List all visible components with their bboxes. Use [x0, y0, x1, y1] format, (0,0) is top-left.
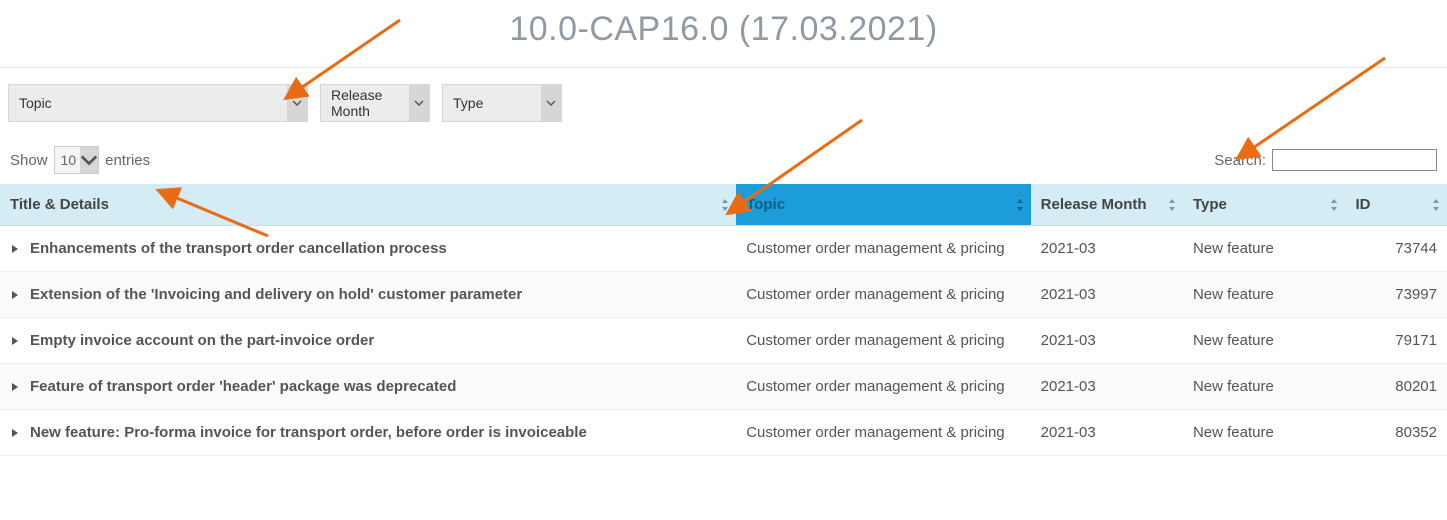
row-title: New feature: Pro-forma invoice for trans…	[30, 424, 587, 441]
row-id: 73997	[1345, 272, 1447, 318]
filter-topic-dropdown[interactable]: Topic	[8, 84, 308, 122]
expand-icon[interactable]	[10, 336, 20, 346]
chevron-down-icon	[287, 85, 307, 121]
row-type: New feature	[1183, 364, 1345, 410]
row-topic: Customer order management & pricing	[736, 226, 1030, 272]
col-header-title[interactable]: Title & Details	[0, 184, 736, 226]
filter-release-month-label: Release Month	[331, 87, 405, 119]
length-control: Show 10 entries	[10, 146, 150, 174]
entries-select[interactable]: 10	[54, 146, 100, 174]
row-title: Empty invoice account on the part-invoic…	[30, 332, 374, 349]
row-type: New feature	[1183, 226, 1345, 272]
row-month: 2021-03	[1031, 272, 1183, 318]
search-box: Search:	[1214, 149, 1437, 171]
row-month: 2021-03	[1031, 364, 1183, 410]
row-id: 79171	[1345, 318, 1447, 364]
filter-release-month-dropdown[interactable]: Release Month	[320, 84, 430, 122]
row-title: Enhancements of the transport order canc…	[30, 240, 447, 257]
sort-icon	[1167, 198, 1177, 212]
col-header-type-label: Type	[1193, 196, 1227, 213]
row-type: New feature	[1183, 318, 1345, 364]
length-prefix: Show	[10, 152, 48, 169]
row-type: New feature	[1183, 410, 1345, 456]
table-row[interactable]: Enhancements of the transport order canc…	[0, 226, 1447, 272]
chevron-down-icon	[541, 85, 561, 121]
chevron-down-icon	[409, 85, 429, 121]
expand-icon[interactable]	[10, 428, 20, 438]
col-header-topic[interactable]: Topic	[736, 184, 1030, 226]
row-month: 2021-03	[1031, 226, 1183, 272]
table-row[interactable]: Empty invoice account on the part-invoic…	[0, 318, 1447, 364]
expand-icon[interactable]	[10, 290, 20, 300]
col-header-release-month[interactable]: Release Month	[1031, 184, 1183, 226]
chevron-down-icon	[80, 147, 98, 173]
search-input[interactable]	[1272, 149, 1437, 171]
col-header-id[interactable]: ID	[1345, 184, 1447, 226]
sort-icon	[1329, 198, 1339, 212]
sort-icon	[720, 198, 730, 212]
row-title: Feature of transport order 'header' pack…	[30, 378, 456, 395]
filter-type-label: Type	[453, 95, 483, 111]
filter-bar: Topic Release Month Type	[0, 78, 1447, 128]
table-row[interactable]: Feature of transport order 'header' pack…	[0, 364, 1447, 410]
row-id: 73744	[1345, 226, 1447, 272]
row-month: 2021-03	[1031, 410, 1183, 456]
row-topic: Customer order management & pricing	[736, 318, 1030, 364]
row-id: 80352	[1345, 410, 1447, 456]
row-topic: Customer order management & pricing	[736, 272, 1030, 318]
row-id: 80201	[1345, 364, 1447, 410]
filter-type-dropdown[interactable]: Type	[442, 84, 562, 122]
row-title: Extension of the 'Invoicing and delivery…	[30, 286, 522, 303]
sort-icon	[1431, 198, 1441, 212]
search-label: Search:	[1214, 152, 1266, 169]
col-header-title-label: Title & Details	[10, 196, 109, 213]
expand-icon[interactable]	[10, 382, 20, 392]
table-row[interactable]: New feature: Pro-forma invoice for trans…	[0, 410, 1447, 456]
sort-icon	[1015, 198, 1025, 212]
expand-icon[interactable]	[10, 244, 20, 254]
divider	[0, 67, 1447, 68]
filter-topic-label: Topic	[19, 95, 52, 111]
col-header-topic-label: Topic	[746, 196, 785, 213]
row-topic: Customer order management & pricing	[736, 410, 1030, 456]
row-month: 2021-03	[1031, 318, 1183, 364]
table-row[interactable]: Extension of the 'Invoicing and delivery…	[0, 272, 1447, 318]
row-topic: Customer order management & pricing	[736, 364, 1030, 410]
length-suffix: entries	[105, 152, 150, 169]
col-header-id-label: ID	[1355, 196, 1370, 213]
page-title: 10.0-CAP16.0 (17.03.2021)	[0, 10, 1447, 49]
col-header-type[interactable]: Type	[1183, 184, 1345, 226]
row-type: New feature	[1183, 272, 1345, 318]
data-table: Title & Details Topic Release Month	[0, 184, 1447, 456]
entries-value: 10	[61, 152, 77, 168]
col-header-month-label: Release Month	[1041, 196, 1147, 213]
